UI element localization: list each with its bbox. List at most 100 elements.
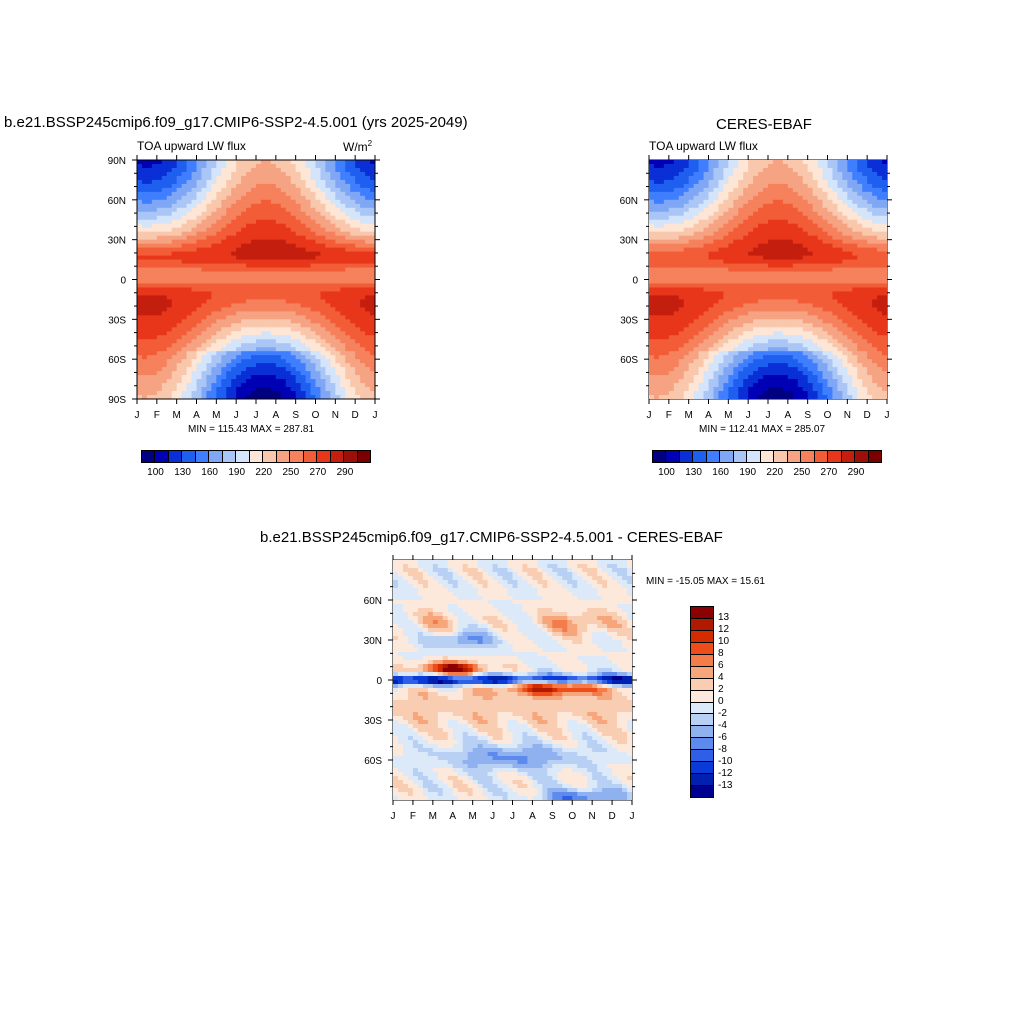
heatmap-cell: [181, 239, 188, 245]
heatmap-cell: [320, 351, 327, 356]
heatmap-cell: [683, 251, 690, 257]
heatmap-cell: [280, 319, 287, 324]
heatmap-cell: [777, 191, 784, 197]
heatmap-cell: [246, 367, 252, 372]
heatmap-cell: [315, 199, 322, 205]
heatmap-cell: [827, 175, 834, 181]
heatmap-cell: [305, 299, 312, 304]
heatmap-cell: [688, 255, 695, 261]
heatmap-cell: [728, 163, 734, 169]
heatmap-cell: [882, 207, 887, 213]
heatmap-cell: [236, 171, 242, 177]
heatmap-cell: [186, 199, 193, 205]
heatmap-cell: [290, 211, 297, 217]
heatmap-cell: [146, 335, 153, 340]
heatmap-cell: [832, 235, 839, 241]
heatmap-cell: [787, 195, 794, 201]
heatmap-cell: [738, 283, 744, 289]
heatmap-cell: [315, 211, 322, 217]
heatmap-cell: [290, 215, 297, 221]
heatmap-cell: [867, 179, 873, 185]
heatmap-cell: [206, 323, 212, 328]
heatmap-cell: [246, 375, 252, 380]
heatmap-cell: [305, 227, 312, 233]
heatmap-cell: [146, 167, 153, 173]
heatmap-cell: [221, 295, 227, 301]
heatmap-cell: [196, 323, 203, 328]
heatmap-cell: [713, 231, 720, 237]
heatmap-cell: [688, 231, 695, 237]
heatmap-cell: [166, 391, 173, 396]
heatmap-cell: [290, 207, 297, 213]
heatmap-cell: [772, 279, 779, 285]
heatmap-cell: [146, 271, 153, 277]
heatmap-cell: [340, 335, 346, 340]
heatmap-cell: [877, 299, 883, 304]
heatmap-cell: [330, 167, 336, 173]
heatmap-cell: [882, 263, 887, 269]
heatmap-cell: [211, 163, 217, 169]
heatmap-cell: [166, 287, 173, 293]
heatmap-cell: [777, 219, 784, 225]
heatmap-cell: [812, 211, 819, 217]
heatmap-cell: [226, 367, 232, 372]
heatmap-cell: [300, 163, 307, 169]
heatmap-cell: [673, 243, 680, 249]
heatmap-cell: [723, 279, 729, 285]
heatmap-cell: [743, 247, 749, 253]
heatmap-cell: [797, 191, 804, 197]
heatmap-cell: [867, 211, 873, 217]
heatmap-cell: [693, 263, 700, 269]
heatmap-cell: [231, 160, 237, 165]
heatmap-cell: [201, 163, 208, 169]
heatmap-cell: [300, 263, 307, 269]
heatmap-cell: [802, 259, 809, 265]
heatmap-cell: [290, 231, 297, 237]
heatmap-cell: [275, 299, 282, 304]
heatmap-cell: [201, 235, 208, 241]
heatmap-cell: [186, 327, 193, 332]
heatmap-cell: [221, 319, 227, 324]
heatmap-cell: [822, 167, 829, 173]
heatmap-cell: [196, 259, 203, 265]
heatmap-cell: [738, 199, 744, 205]
heatmap-cell: [658, 223, 665, 229]
heatmap-cell: [673, 171, 680, 177]
heatmap-cell: [792, 287, 799, 293]
heatmap-cell: [231, 199, 237, 205]
heatmap-cell: [251, 327, 257, 332]
heatmap-cell: [668, 239, 675, 245]
heatmap-cell: [300, 323, 307, 328]
heatmap-cell: [827, 211, 834, 217]
heatmap-cell: [802, 299, 809, 304]
heatmap-cell: [161, 291, 168, 297]
heatmap-cell: [748, 187, 754, 193]
heatmap-cell: [355, 311, 361, 316]
heatmap-cell: [782, 255, 789, 261]
heatmap-cell: [787, 160, 794, 165]
heatmap-cell: [807, 187, 814, 193]
heatmap-cell: [713, 175, 720, 181]
heatmap-cell: [221, 171, 227, 177]
heatmap-cell: [166, 160, 173, 165]
heatmap-cell: [668, 243, 675, 249]
heatmap-cell: [265, 167, 272, 173]
heatmap-cell: [256, 259, 262, 265]
heatmap-cell: [355, 243, 361, 249]
heatmap-cell: [236, 343, 242, 348]
heatmap-cell: [832, 287, 839, 293]
heatmap-cell: [285, 175, 292, 181]
heatmap-cell: [758, 271, 764, 277]
heatmap-cell: [663, 160, 670, 165]
heatmap-cell: [872, 259, 878, 265]
heatmap-cell: [290, 275, 297, 281]
heatmap-cell: [211, 395, 217, 399]
heatmap-cell: [295, 367, 302, 372]
heatmap-cell: [872, 243, 878, 249]
heatmap-cell: [201, 375, 208, 380]
heatmap-cell: [653, 175, 660, 181]
heatmap-cell: [370, 319, 375, 324]
heatmap-cell: [181, 167, 188, 173]
heatmap-cell: [797, 179, 804, 185]
colorbar-swatch: [276, 451, 291, 462]
